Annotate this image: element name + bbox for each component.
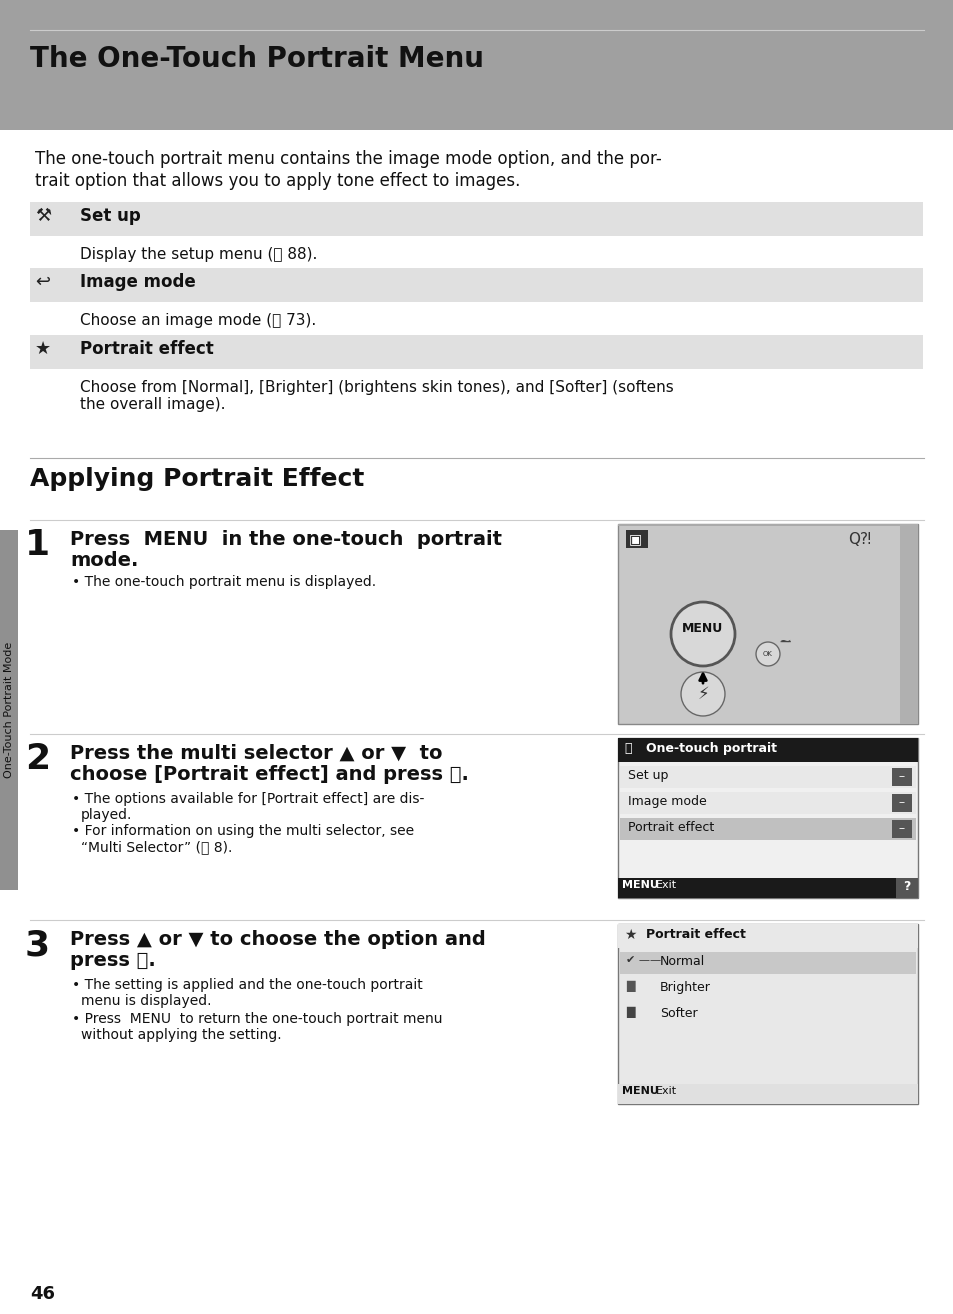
Text: The One-Touch Portrait Menu: The One-Touch Portrait Menu [30, 45, 483, 74]
Text: ★: ★ [623, 928, 636, 942]
Circle shape [670, 602, 734, 666]
Text: the overall image).: the overall image). [80, 397, 225, 413]
Text: Brighter: Brighter [659, 982, 710, 993]
Text: Choose from [Normal], [Brighter] (brightens skin tones), and [Softer] (softens: Choose from [Normal], [Brighter] (bright… [80, 380, 673, 396]
Bar [619, 792, 915, 813]
Bar [30, 335, 923, 369]
Bar [899, 524, 917, 724]
Text: 📷: 📷 [623, 742, 631, 756]
Circle shape [755, 643, 780, 666]
Bar [618, 878, 917, 897]
Text: Q⁈: Q⁈ [847, 532, 870, 547]
Text: “Multi Selector” (Ⓒ 8).: “Multi Selector” (Ⓒ 8). [81, 840, 233, 854]
Text: Applying Portrait Effect: Applying Portrait Effect [30, 466, 364, 491]
Bar [618, 738, 917, 897]
Text: ▣: ▣ [628, 532, 641, 547]
Text: Press  MENU  in the one-touch  portrait: Press MENU in the one-touch portrait [70, 530, 501, 549]
Text: --: -- [898, 823, 904, 833]
Text: Display the setup menu (Ⓒ 88).: Display the setup menu (Ⓒ 88). [80, 247, 317, 261]
Text: ✔ ——: ✔ —— [625, 955, 660, 964]
Text: press ⒪.: press ⒪. [70, 951, 155, 970]
Bar [619, 819, 915, 840]
Bar [895, 878, 917, 897]
Text: 46: 46 [30, 1285, 55, 1303]
Bar [618, 1084, 917, 1104]
Text: OK: OK [762, 650, 772, 657]
Bar [0, 530, 18, 890]
Text: Portrait effect: Portrait effect [80, 340, 213, 357]
Bar [891, 820, 911, 838]
Bar [619, 766, 915, 788]
Text: mode.: mode. [70, 551, 138, 570]
Bar [619, 1004, 915, 1026]
Text: Choose an image mode (Ⓒ 73).: Choose an image mode (Ⓒ 73). [80, 313, 315, 328]
Bar [618, 738, 917, 762]
Text: MENU: MENU [621, 1085, 659, 1096]
Text: █: █ [625, 1007, 634, 1018]
Text: ~̶: ~̶ [778, 633, 790, 649]
Bar [618, 924, 917, 947]
Text: Exit: Exit [656, 880, 677, 890]
Text: ?: ? [902, 880, 910, 894]
Text: • The one-touch portrait menu is displayed.: • The one-touch portrait menu is display… [71, 576, 375, 589]
Bar [618, 524, 917, 526]
Bar [0, 0, 953, 130]
Text: Press ▲ or ▼ to choose the option and: Press ▲ or ▼ to choose the option and [70, 930, 485, 949]
Text: Set up: Set up [80, 208, 141, 225]
Text: Set up: Set up [627, 769, 668, 782]
Circle shape [680, 671, 724, 716]
Text: One-Touch Portrait Mode: One-Touch Portrait Mode [4, 641, 14, 778]
Bar [30, 202, 923, 237]
Text: █: █ [625, 982, 634, 992]
Text: --: -- [898, 798, 904, 807]
Text: Portrait effect: Portrait effect [627, 821, 714, 834]
Text: Image mode: Image mode [80, 273, 195, 290]
Text: menu is displayed.: menu is displayed. [81, 993, 212, 1008]
Text: • For information on using the multi selector, see: • For information on using the multi sel… [71, 824, 414, 838]
Bar [618, 924, 917, 1104]
Bar [619, 978, 915, 1000]
Text: played.: played. [81, 808, 132, 823]
Text: ↩: ↩ [35, 273, 51, 290]
Text: The one-touch portrait menu contains the image mode option, and the por-: The one-touch portrait menu contains the… [35, 150, 661, 168]
Text: 2: 2 [25, 742, 51, 777]
Bar [30, 268, 923, 302]
Text: choose [Portrait effect] and press ⒪.: choose [Portrait effect] and press ⒪. [70, 765, 468, 784]
Bar [619, 953, 915, 974]
Text: ★: ★ [35, 340, 51, 357]
Text: 1: 1 [25, 528, 51, 562]
Text: Press the multi selector ▲ or ▼  to: Press the multi selector ▲ or ▼ to [70, 744, 442, 763]
Text: • The setting is applied and the one-touch portrait: • The setting is applied and the one-tou… [71, 978, 422, 992]
Text: MENU: MENU [681, 623, 723, 636]
Text: without applying the setting.: without applying the setting. [81, 1028, 281, 1042]
Text: trait option that allows you to apply tone effect to images.: trait option that allows you to apply to… [35, 172, 519, 191]
Bar [891, 794, 911, 812]
Text: MENU: MENU [621, 880, 659, 890]
Text: Normal: Normal [659, 955, 704, 968]
Text: Portrait effect: Portrait effect [645, 928, 745, 941]
Bar [625, 530, 647, 548]
Bar [891, 767, 911, 786]
Text: 3: 3 [25, 928, 51, 962]
Text: Exit: Exit [656, 1085, 677, 1096]
Text: --: -- [898, 771, 904, 781]
Text: ⚒: ⚒ [35, 208, 51, 225]
Text: • The options available for [Portrait effect] are dis-: • The options available for [Portrait ef… [71, 792, 424, 805]
Text: Image mode: Image mode [627, 795, 706, 808]
Text: Softer: Softer [659, 1007, 697, 1020]
Text: ⚡: ⚡ [697, 685, 708, 703]
Text: • Press  MENU  to return the one-touch portrait menu: • Press MENU to return the one-touch por… [71, 1012, 442, 1026]
Text: One-touch portrait: One-touch portrait [645, 742, 776, 756]
Bar [618, 524, 917, 724]
